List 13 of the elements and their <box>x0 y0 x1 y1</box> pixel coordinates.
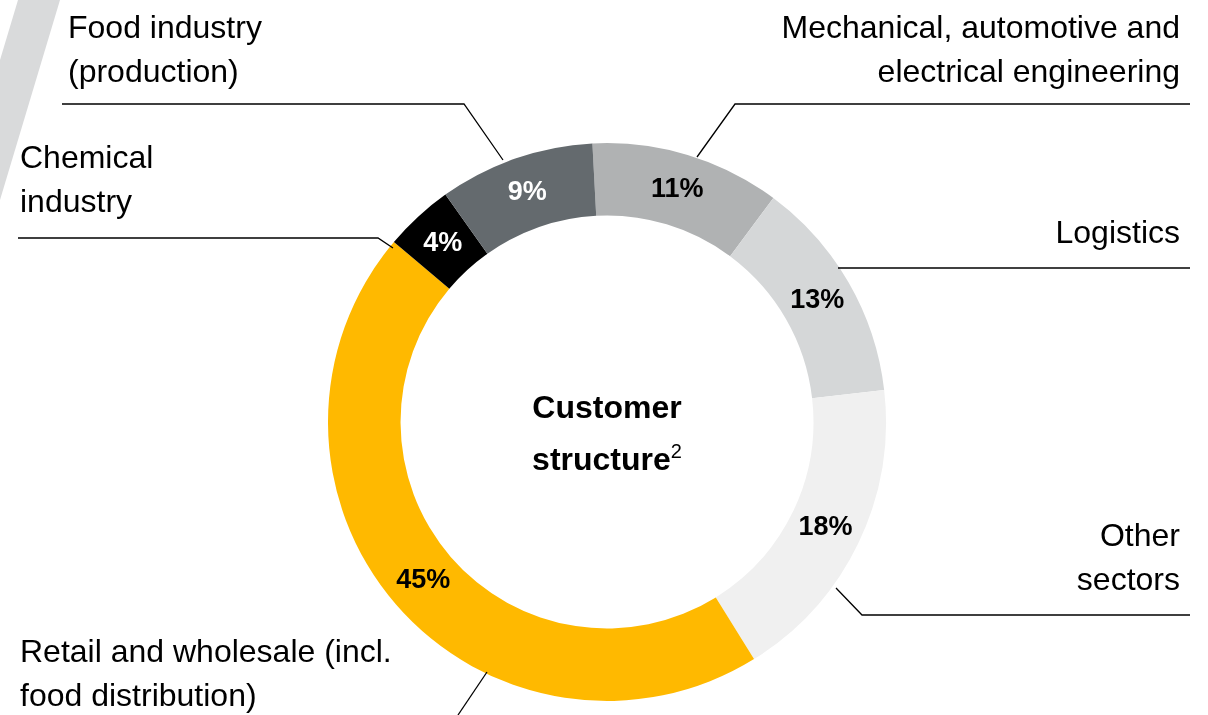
text: Customer structure$^{2}$ <box>531 388 683 479</box>
slice-label: Logistics <box>1055 214 1180 250</box>
data-label: 18% <box>798 511 853 542</box>
slice-label: Food industry (production) <box>68 9 262 89</box>
slice-label: Chemical industry <box>20 139 154 219</box>
slice-label: Mechanical, automotive and electrical engineering <box>781 9 1180 89</box>
data-label: 4% <box>423 226 463 257</box>
slice-label: Other sectors <box>1076 517 1181 597</box>
data-label: 9% <box>507 176 547 207</box>
data-label: 13% <box>790 284 845 315</box>
data-label: 11% <box>650 173 704 204</box>
data-label: 45% <box>396 564 451 595</box>
slice-label: Retail and wholesale (incl. food distribution) <box>20 633 392 713</box>
